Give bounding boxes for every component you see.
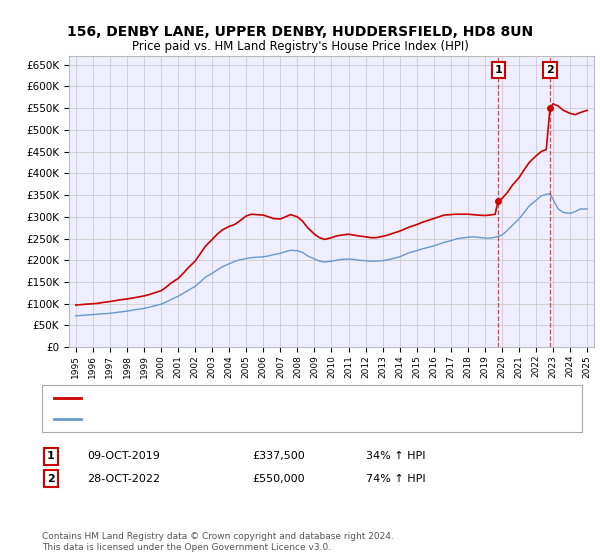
Text: 74% ↑ HPI: 74% ↑ HPI	[366, 474, 425, 484]
Text: 2: 2	[47, 474, 55, 484]
Text: 1: 1	[494, 65, 502, 74]
Text: HPI: Average price, detached house, Kirklees: HPI: Average price, detached house, Kirk…	[87, 414, 322, 424]
Text: 156, DENBY LANE, UPPER DENBY, HUDDERSFIELD, HD8 8UN (detached house): 156, DENBY LANE, UPPER DENBY, HUDDERSFIE…	[87, 393, 494, 403]
Text: 2: 2	[546, 65, 554, 74]
Text: Contains HM Land Registry data © Crown copyright and database right 2024.
This d: Contains HM Land Registry data © Crown c…	[42, 532, 394, 552]
Text: 1: 1	[47, 451, 55, 461]
Text: £550,000: £550,000	[252, 474, 305, 484]
Text: 34% ↑ HPI: 34% ↑ HPI	[366, 451, 425, 461]
Text: 28-OCT-2022: 28-OCT-2022	[87, 474, 160, 484]
Text: 156, DENBY LANE, UPPER DENBY, HUDDERSFIELD, HD8 8UN: 156, DENBY LANE, UPPER DENBY, HUDDERSFIE…	[67, 25, 533, 39]
Text: 09-OCT-2019: 09-OCT-2019	[87, 451, 160, 461]
Text: Price paid vs. HM Land Registry's House Price Index (HPI): Price paid vs. HM Land Registry's House …	[131, 40, 469, 53]
Text: £337,500: £337,500	[252, 451, 305, 461]
